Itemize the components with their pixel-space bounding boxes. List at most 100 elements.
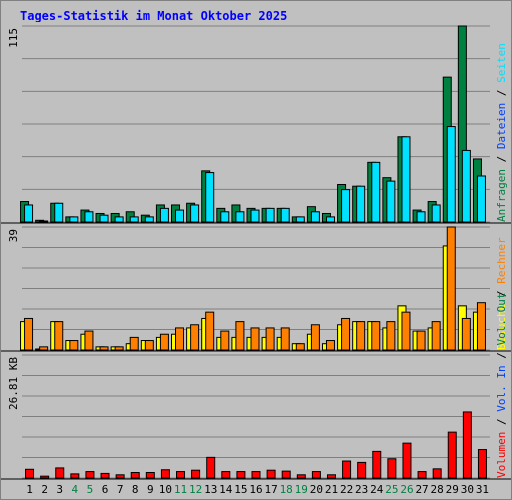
bar-rechner-day-28 (431, 321, 441, 351)
bar-rechner-day-9 (144, 340, 154, 351)
panel-background (22, 351, 490, 478)
bar-dateien-day-21 (325, 216, 335, 223)
bar-volumen-day-2 (40, 475, 50, 479)
bar-dateien-day-8 (129, 216, 139, 223)
bar-volumen-day-25 (387, 458, 397, 479)
bar-rechner-day-3 (54, 321, 64, 351)
x-tick-label-day-17: 17 (264, 483, 277, 496)
bar-volumen-day-15 (236, 471, 246, 479)
bar-dateien-day-29 (446, 126, 456, 223)
bar-volumen-day-12 (191, 469, 201, 479)
bar-dateien-day-13 (205, 172, 215, 223)
x-tick-label-day-6: 6 (102, 483, 109, 496)
bar-rechner-day-18 (280, 327, 290, 351)
x-tick-label-day-23: 23 (355, 483, 368, 496)
x-tick-label-day-1: 1 (26, 483, 33, 496)
bar-rechner-day-27 (416, 330, 426, 351)
legend-entry: Seiten (495, 43, 508, 83)
bar-rechner-day-22 (341, 317, 351, 351)
bar-rechner-day-21 (325, 340, 335, 351)
bar-rechner-day-24 (371, 321, 381, 351)
bar-volumen-day-22 (342, 460, 352, 479)
bar-volumen-day-28 (432, 468, 442, 479)
bar-rechner-day-26 (401, 311, 411, 351)
bar-rechner-day-23 (356, 321, 366, 351)
x-tick-label-day-13: 13 (204, 483, 217, 496)
bar-rechner-day-11 (175, 327, 185, 351)
bar-rechner-day-2 (39, 346, 49, 351)
bar-dateien-day-25 (386, 180, 396, 223)
bar-volumen-day-1 (25, 468, 35, 479)
bar-rechner-day-10 (159, 333, 169, 351)
bar-dateien-day-20 (310, 211, 320, 223)
bar-dateien-day-31 (476, 175, 486, 223)
bar-volumen-day-10 (160, 469, 170, 479)
bar-dateien-day-5 (84, 211, 94, 223)
bar-volumen-day-3 (55, 467, 65, 479)
bar-rechner-day-13 (205, 311, 215, 351)
bar-dateien-day-17 (265, 207, 275, 223)
bar-dateien-day-3 (54, 202, 64, 223)
x-tick-label-day-24: 24 (370, 483, 384, 496)
bar-volumen-day-29 (447, 431, 457, 479)
bar-volumen-day-23 (357, 461, 367, 479)
legend-entry: Vol. In (495, 365, 508, 411)
bar-rechner-day-30 (461, 317, 471, 351)
x-tick-label-day-25: 25 (385, 483, 398, 496)
bar-volumen-day-4 (70, 473, 80, 479)
x-tick-label-day-9: 9 (147, 483, 154, 496)
bar-dateien-day-27 (416, 211, 426, 223)
x-tick-label-day-8: 8 (132, 483, 139, 496)
x-tick-label-day-21: 21 (325, 483, 338, 496)
legend-entry: Dateien (495, 103, 508, 149)
legend-entry: Rechner (495, 237, 508, 284)
bar-dateien-day-12 (190, 204, 200, 223)
bar-volumen-day-21 (326, 474, 336, 479)
bar-rechner-day-12 (190, 324, 200, 351)
bar-volumen-day-27 (417, 471, 427, 479)
x-tick-label-day-10: 10 (159, 483, 172, 496)
bar-dateien-day-11 (175, 209, 185, 223)
bar-dateien-day-2 (39, 220, 49, 223)
panel-background (22, 22, 490, 222)
x-tick-label-day-30: 30 (461, 483, 474, 496)
bar-volumen-day-13 (206, 456, 216, 479)
bar-volumen-day-6 (100, 472, 110, 479)
x-tick-label-day-16: 16 (249, 483, 262, 496)
bar-rechner-day-1 (24, 317, 34, 351)
legend-entry: / (495, 412, 508, 432)
bar-dateien-day-9 (144, 216, 154, 223)
x-tick-label-day-26: 26 (400, 483, 413, 496)
legend-entry: Anfragen (495, 169, 508, 222)
legend-entry: / (495, 346, 508, 366)
legend-visits: Besuche / Rechner (495, 237, 508, 350)
x-tick-label-day-4: 4 (72, 483, 79, 496)
bar-dateien-day-19 (295, 216, 305, 223)
bar-rechner-day-19 (295, 343, 305, 351)
bar-dateien-day-18 (280, 207, 290, 223)
bar-dateien-day-15 (235, 211, 245, 223)
x-tick-label-day-12: 12 (189, 483, 202, 496)
legend-volume: Volumen / Vol. In / Vol. Out (495, 293, 508, 478)
bar-dateien-day-4 (69, 216, 79, 223)
x-tick-label-day-27: 27 (415, 483, 428, 496)
legend-entry: / (495, 83, 508, 103)
bar-volumen-day-17 (266, 469, 276, 479)
bar-rechner-day-17 (265, 327, 275, 351)
y-max-label-volume: 26.81 KB (7, 357, 20, 410)
x-tick-label-day-14: 14 (219, 483, 233, 496)
bar-volumen-day-14 (221, 471, 231, 479)
x-tick-label-day-20: 20 (310, 483, 323, 496)
bar-dateien-day-6 (99, 214, 109, 223)
legend-entry: Vol. Out (495, 293, 508, 346)
bar-rechner-day-20 (310, 324, 320, 351)
bar-dateien-day-14 (220, 211, 230, 223)
bar-volumen-day-11 (176, 471, 186, 479)
x-tick-label-day-11: 11 (174, 483, 187, 496)
bar-dateien-day-16 (250, 209, 260, 223)
bar-volumen-day-20 (311, 471, 321, 479)
bar-rechner-day-31 (476, 302, 486, 351)
legend-entry: Besuche (495, 304, 508, 350)
